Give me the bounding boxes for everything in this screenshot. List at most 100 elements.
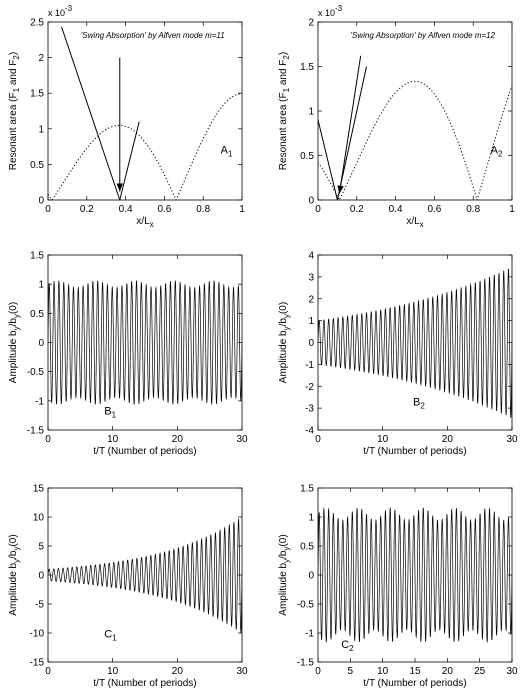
- x-axis-label: t/T (Number of periods): [363, 446, 466, 457]
- y-tick-label: 0.5: [300, 542, 314, 553]
- y-axis-label: Resonant area (F1 and F2): [8, 52, 21, 170]
- x-tick-label: 30: [236, 666, 248, 677]
- series-line-a2: [318, 80, 512, 200]
- annotation-note: 'Swing Absorption' by Alfven mode m=12: [350, 31, 495, 40]
- y-tick-label: 1.5: [300, 484, 314, 495]
- x-tick-label: 30: [506, 666, 518, 677]
- x-tick-label: 0: [45, 204, 51, 215]
- y-tick-label: -1: [305, 360, 314, 371]
- y-tick-label: 1: [308, 107, 314, 118]
- y-tick-label: 4: [308, 251, 314, 262]
- axes-frame: [317, 21, 513, 201]
- panel-label: A1: [221, 145, 233, 159]
- chart-panel-c1: 0 10 20 30 -15 -10 -5 0 5 10 15 t/T (Number of peri…: [8, 484, 248, 690]
- y-axis-label: Amplitude by/by(0): [8, 534, 21, 615]
- annotation-arrow: [338, 55, 362, 194]
- x-tick-label: 0.4: [119, 204, 133, 215]
- x-tick-label: 1: [239, 204, 245, 215]
- y-tick-label: 1: [308, 513, 314, 524]
- y-axis-label: Resonant area (F1 and F2): [278, 52, 291, 170]
- x-axis-label: x/Lx: [406, 216, 423, 229]
- x-tick-label: 0: [45, 666, 51, 677]
- y-tick-label: -10: [30, 629, 45, 640]
- y-exponent-label: x 10-3: [48, 4, 73, 18]
- x-tick-label: 30: [236, 434, 248, 445]
- y-tick-label: 1: [38, 280, 44, 291]
- y-tick-label: -1.5: [297, 658, 315, 669]
- y-axis-label: Amplitude by/by(0): [278, 534, 291, 615]
- annotation-arrow: [317, 119, 338, 201]
- chart-panel-b2: 0 10 20 30 -4 -3 -2 -1 0 1 2 3 4 t/T (Number of perio…: [278, 251, 518, 458]
- panel-label: C1: [104, 629, 117, 643]
- series-line-b1: [48, 280, 242, 405]
- y-tick-label: -5: [35, 600, 44, 611]
- y-tick-label: 5: [38, 542, 44, 553]
- y-tick-label: 1: [38, 124, 44, 135]
- x-tick-label: 10: [107, 666, 119, 677]
- x-tick-label: 0: [45, 434, 51, 445]
- chart-panel-a2: 0 0.2 0.4 0.6 0.8 1 0 0.5 1 1.5 2 x/Lx Resonant area…: [278, 4, 515, 229]
- axes-frame: [47, 21, 243, 201]
- chart-panel-a1: 0 0.2 0.4 0.6 0.8 1 0 0.5 1 1.5 2 2.5 x/Lx Resonant a…: [8, 4, 245, 229]
- y-axis-label: Amplitude by/by(0): [278, 302, 291, 383]
- y-tick-label: 2: [308, 294, 314, 305]
- y-tick-label: -3: [305, 404, 314, 415]
- x-tick-label: 0.6: [427, 204, 441, 215]
- x-axis-label: t/T (Number of periods): [93, 678, 196, 689]
- x-tick-label: 0: [315, 666, 321, 677]
- x-tick-label: 0.2: [350, 204, 364, 215]
- y-tick-label: 0.5: [30, 309, 44, 320]
- arrow-head: [116, 183, 123, 192]
- panel-label: B2: [413, 397, 425, 411]
- y-tick-label: 0: [38, 196, 44, 207]
- y-exponent-label: x 10-3: [318, 4, 343, 18]
- series-line-c2: [318, 506, 512, 644]
- y-tick-label: 2: [38, 53, 44, 64]
- y-tick-label: -0.5: [27, 367, 45, 378]
- x-axis-label: x/Lx: [136, 216, 153, 229]
- annotation-arrow: [119, 121, 140, 201]
- y-tick-label: 10: [33, 513, 45, 524]
- series-line-b2: [318, 268, 512, 419]
- y-tick-label: -15: [30, 658, 45, 669]
- y-tick-label: 0: [38, 338, 44, 349]
- x-tick-label: 0.2: [80, 204, 94, 215]
- x-axis-label: t/T (Number of periods): [363, 678, 466, 689]
- x-tick-label: 0.4: [389, 204, 403, 215]
- y-tick-label: -1: [305, 629, 314, 640]
- y-tick-label: 1.5: [30, 89, 44, 100]
- y-tick-label: -2: [305, 382, 314, 393]
- y-tick-label: 1: [308, 316, 314, 327]
- y-tick-label: -0.5: [297, 600, 315, 611]
- series-line-c1: [48, 518, 242, 634]
- y-tick-label: 3: [308, 272, 314, 283]
- x-tick-label: 1: [509, 204, 515, 215]
- y-tick-label: 1.5: [300, 62, 314, 73]
- x-tick-label: 20: [172, 434, 184, 445]
- y-tick-label: -1: [35, 396, 44, 407]
- panel-label: A2: [491, 145, 503, 159]
- x-tick-label: 30: [506, 434, 518, 445]
- x-tick-label: 10: [107, 434, 119, 445]
- y-tick-label: 0: [38, 571, 44, 582]
- chart-panel-b1: 0 10 20 30 -1.5 -1 -0.5 0 0.5 1 1.5 t/T (Number of …: [8, 251, 248, 458]
- panel-label: B1: [104, 405, 116, 419]
- x-tick-label: 0.6: [157, 204, 171, 215]
- x-tick-label: 0.8: [196, 204, 210, 215]
- chart-panel-c2: 0 5 10 15 20 25 30 -1.5 -1 -0.5 0 0.5 1 1.5 t/T (Numbe…: [278, 484, 518, 690]
- y-axis-label: Amplitude by/by(0): [8, 302, 21, 383]
- x-tick-label: 5: [348, 666, 354, 677]
- x-tick-label: 20: [442, 434, 454, 445]
- y-tick-label: 0: [308, 571, 314, 582]
- y-tick-label: 1.5: [30, 251, 44, 262]
- y-tick-label: 0.5: [30, 160, 44, 171]
- x-tick-label: 15: [409, 666, 421, 677]
- y-tick-label: 0: [308, 196, 314, 207]
- series-line-a1: [48, 93, 242, 200]
- x-tick-label: 0: [315, 204, 321, 215]
- y-tick-label: 0.5: [300, 151, 314, 162]
- annotation-arrow: [61, 26, 121, 201]
- x-axis-label: t/T (Number of periods): [93, 446, 196, 457]
- y-tick-label: 2.5: [30, 18, 44, 29]
